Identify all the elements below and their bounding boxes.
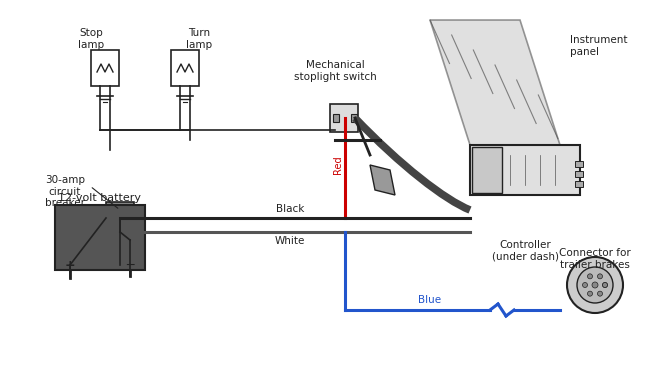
Text: Turn
lamp: Turn lamp xyxy=(186,28,212,50)
Circle shape xyxy=(603,282,608,288)
Text: Controller
(under dash): Controller (under dash) xyxy=(491,240,558,261)
Bar xyxy=(472,147,502,193)
Bar xyxy=(91,50,119,86)
Text: Blue: Blue xyxy=(419,295,441,305)
Bar xyxy=(55,205,145,270)
Text: Stop
lamp: Stop lamp xyxy=(78,28,104,50)
Text: Connector for
trailer brakes: Connector for trailer brakes xyxy=(559,248,631,269)
Text: 30-amp
circuit
breaker: 30-amp circuit breaker xyxy=(45,175,85,208)
Bar xyxy=(333,114,339,122)
Text: Red: Red xyxy=(333,156,343,174)
Bar xyxy=(575,181,583,187)
Text: Instrument
panel: Instrument panel xyxy=(570,35,627,57)
Bar xyxy=(575,161,583,167)
Polygon shape xyxy=(430,20,560,145)
Circle shape xyxy=(597,291,603,296)
Circle shape xyxy=(588,274,593,279)
Text: Mechanical
stoplight switch: Mechanical stoplight switch xyxy=(294,60,376,82)
Bar xyxy=(106,202,134,218)
Text: 12-volt battery: 12-volt battery xyxy=(58,193,142,203)
Bar xyxy=(470,145,580,195)
Circle shape xyxy=(597,274,603,279)
Text: +: + xyxy=(65,259,75,272)
Circle shape xyxy=(577,267,613,303)
Bar xyxy=(351,114,357,122)
Circle shape xyxy=(582,282,588,288)
Circle shape xyxy=(588,291,593,296)
Bar xyxy=(171,50,199,86)
Text: ─: ─ xyxy=(126,259,134,272)
Circle shape xyxy=(603,282,608,288)
Polygon shape xyxy=(370,165,395,195)
Circle shape xyxy=(567,257,623,313)
Circle shape xyxy=(592,282,598,288)
Text: Black: Black xyxy=(276,204,304,214)
Text: White: White xyxy=(275,236,306,246)
Bar xyxy=(575,171,583,177)
Bar xyxy=(330,104,358,132)
